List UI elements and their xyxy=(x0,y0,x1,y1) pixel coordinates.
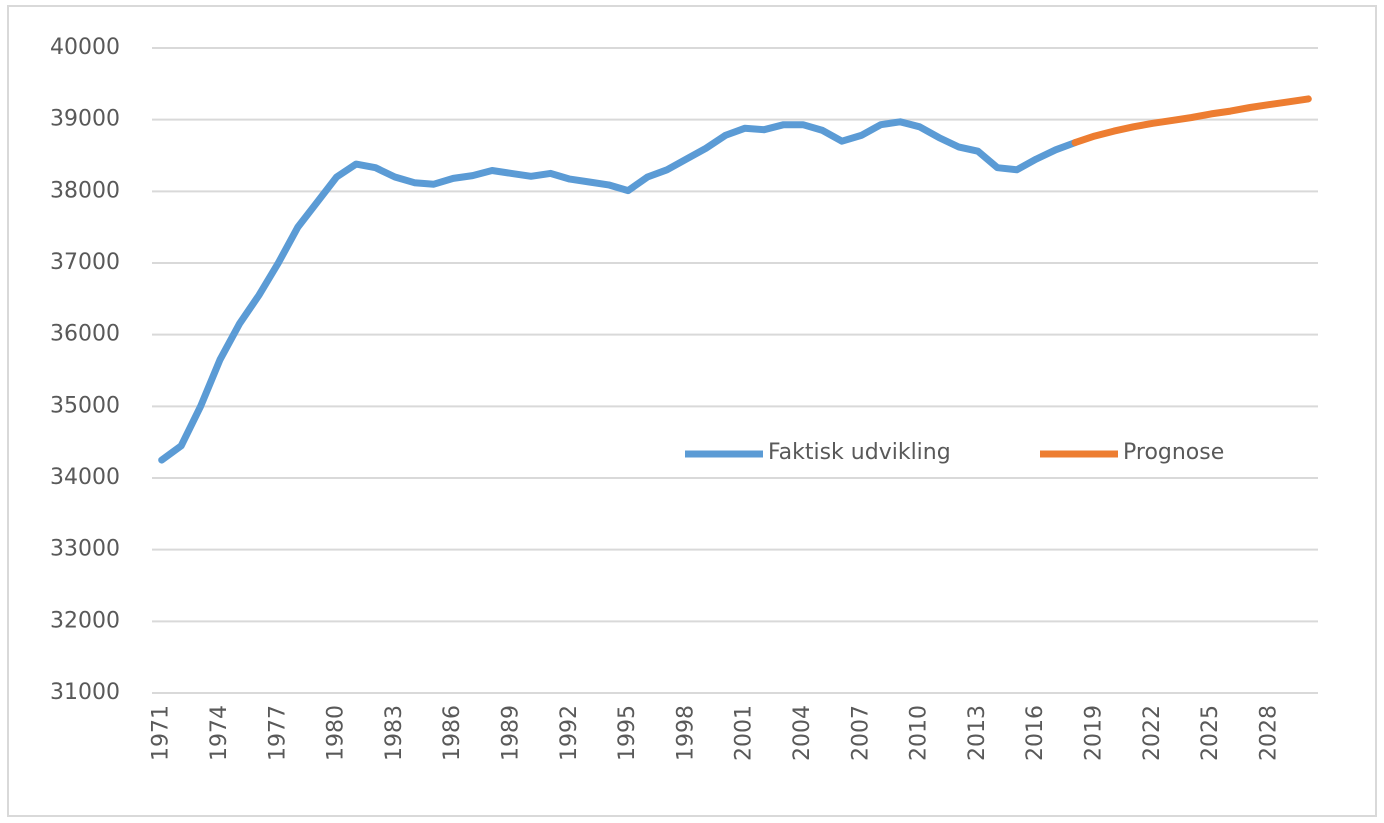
x-tick-label: 2016 xyxy=(1023,705,1048,761)
x-tick-label: 2019 xyxy=(1082,705,1107,761)
y-tick-label: 31000 xyxy=(50,680,120,705)
x-tick-label: 1980 xyxy=(324,705,349,761)
chart-border xyxy=(7,5,1377,817)
x-tick-label: 1977 xyxy=(265,705,290,761)
y-tick-label: 38000 xyxy=(50,178,120,203)
x-tick-label: 1971 xyxy=(149,705,174,761)
y-tick-label: 39000 xyxy=(50,107,120,132)
y-tick-label: 34000 xyxy=(50,465,120,490)
x-tick-label: 1989 xyxy=(499,705,524,761)
y-tick-label: 33000 xyxy=(50,537,120,562)
x-tick-label: 1998 xyxy=(673,705,698,761)
x-tick-label: 2007 xyxy=(848,705,873,761)
y-tick-label: 32000 xyxy=(50,608,120,633)
x-tick-label: 1986 xyxy=(440,705,465,761)
x-tick-label: 2022 xyxy=(1140,705,1165,761)
line-series xyxy=(1071,95,1312,147)
x-tick-label: 2028 xyxy=(1256,705,1281,761)
x-tick-label: 1983 xyxy=(382,705,407,761)
x-tick-label: 2004 xyxy=(790,705,815,761)
legend-label: Faktisk udvikling xyxy=(768,440,951,465)
x-tick-label: 1974 xyxy=(207,705,232,761)
y-tick-label: 37000 xyxy=(50,250,120,275)
x-tick-label: 2001 xyxy=(732,705,757,761)
x-tick-label: 1992 xyxy=(557,705,582,761)
x-tick-label: 2010 xyxy=(907,705,932,761)
x-tick-label: 2025 xyxy=(1198,705,1223,761)
legend-label: Prognose xyxy=(1123,440,1224,465)
y-tick-label: 36000 xyxy=(50,322,120,347)
y-tick-label: 35000 xyxy=(50,393,120,418)
y-tick-label: 40000 xyxy=(50,35,120,60)
x-tick-label: 1995 xyxy=(615,705,640,761)
x-tick-label: 2013 xyxy=(965,705,990,761)
line-series xyxy=(158,118,1079,464)
